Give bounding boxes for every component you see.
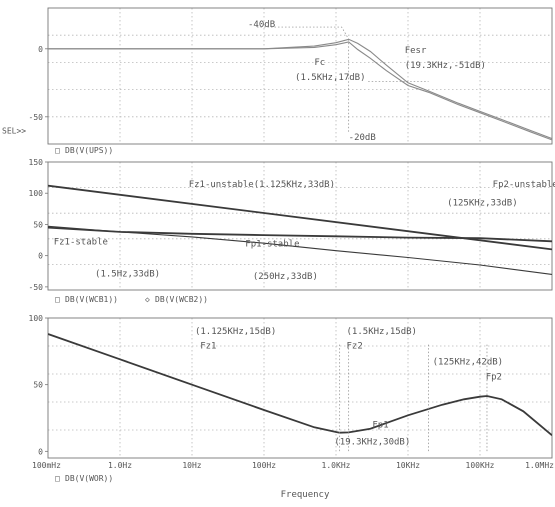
annotation-top-4: (19.3KHz,-51dB) <box>405 61 486 71</box>
guide-40db <box>257 26 349 40</box>
series-line-top-0 <box>48 38 552 140</box>
annotation-bottom-4: (125KHz,42dB) <box>433 358 503 368</box>
sel-marker: SEL>> <box>2 126 26 135</box>
y-tick-label: 0 <box>38 45 43 54</box>
annotation-middle-0: Fz1-unstable(1.125KHz,33dB) <box>189 180 335 190</box>
y-tick-label: 0 <box>38 252 43 261</box>
annotation-top-1: Fc <box>314 58 325 68</box>
annotation-bottom-3: Fz2 <box>347 342 363 352</box>
y-tick-label: 0 <box>38 447 43 456</box>
y-tick-label: 100 <box>29 189 44 198</box>
x-tick-label: 100KHz <box>466 461 495 470</box>
annotation-bottom-1: Fz1 <box>200 342 216 352</box>
annotation-bottom-6: Fp1 <box>372 420 388 430</box>
y-tick-label: 100 <box>29 314 44 323</box>
x-tick-label: 1.0KHz <box>322 461 351 470</box>
annotation-bottom-0: (1.125KHz,15dB) <box>195 327 276 337</box>
x-tick-label: 10Hz <box>182 461 201 470</box>
annotation-bottom-7: (19.3KHz,30dB) <box>334 438 410 448</box>
x-tick-label: 1.0MHz <box>525 461 554 470</box>
guides <box>257 26 488 452</box>
annotation-top-2: (1.5KHz,17dB) <box>295 73 365 83</box>
y-tick-label: 50 <box>33 220 43 229</box>
y-tick-label: -50 <box>29 283 44 292</box>
annotation-middle-6: (250Hz,33dB) <box>253 272 318 282</box>
y-tick-label: -50 <box>29 113 44 122</box>
annotation-middle-4: Fp1-stable <box>245 239 299 249</box>
annotation-middle-1: Fp2-unstable <box>493 180 555 190</box>
annotation-top-5: -20dB <box>349 133 376 143</box>
annotation-bottom-2: (1.5KHz,15dB) <box>347 327 417 337</box>
series-line-top-1 <box>48 41 552 141</box>
x-tick-label: 100Hz <box>252 461 276 470</box>
legend-marker: ◇ <box>145 295 150 304</box>
panel-bottom: 100 50 0 (1.125KHz,15dB) Fz1 (1.5KHz,15dB) Fz2… <box>29 314 553 483</box>
legend-entry: DB(V(WCB1)) <box>65 295 118 304</box>
legend-entry: DB(V(WCB2)) <box>155 295 208 304</box>
plot-frame <box>47 317 553 459</box>
x-tick-label: 1.0Hz <box>108 461 132 470</box>
series-line-bottom-0 <box>48 333 552 436</box>
x-tick-label: 10KHz <box>396 461 420 470</box>
x-tick-label: 100mHz <box>32 461 61 470</box>
annotation-top-0: -40dB <box>248 20 275 30</box>
x-axis-label: Frequency <box>281 490 330 500</box>
annotation-middle-5: (1.5Hz,33dB) <box>95 269 160 279</box>
legend-entry: DB(V(UPS)) <box>65 146 113 155</box>
legend-marker: □ <box>55 295 60 304</box>
annotation-top-3: Fesr <box>405 46 427 56</box>
legend-entry: DB(V(WOR)) <box>65 474 113 483</box>
panel-middle: 150 100 50 0 -50 Fz1-unstable(1.125KHz,33dB) F… <box>29 158 555 304</box>
legend-marker: □ <box>55 474 60 483</box>
x-axis: 100mHz 1.0Hz 10Hz 100Hz 1.0KHz 10KHz 100KHz 1.0… <box>32 461 554 470</box>
series-line-middle-2 <box>48 225 552 275</box>
annotation-bottom-5: Fp2 <box>486 372 502 382</box>
legend-marker: □ <box>55 146 60 155</box>
y-tick-label: 150 <box>29 158 44 167</box>
annotation-middle-3: Fz1-stable <box>54 237 108 247</box>
plot-frame <box>47 161 553 291</box>
plot-frame <box>47 7 553 145</box>
y-tick-label: 50 <box>33 381 43 390</box>
annotation-middle-2: (125KHz,33dB) <box>447 199 517 209</box>
